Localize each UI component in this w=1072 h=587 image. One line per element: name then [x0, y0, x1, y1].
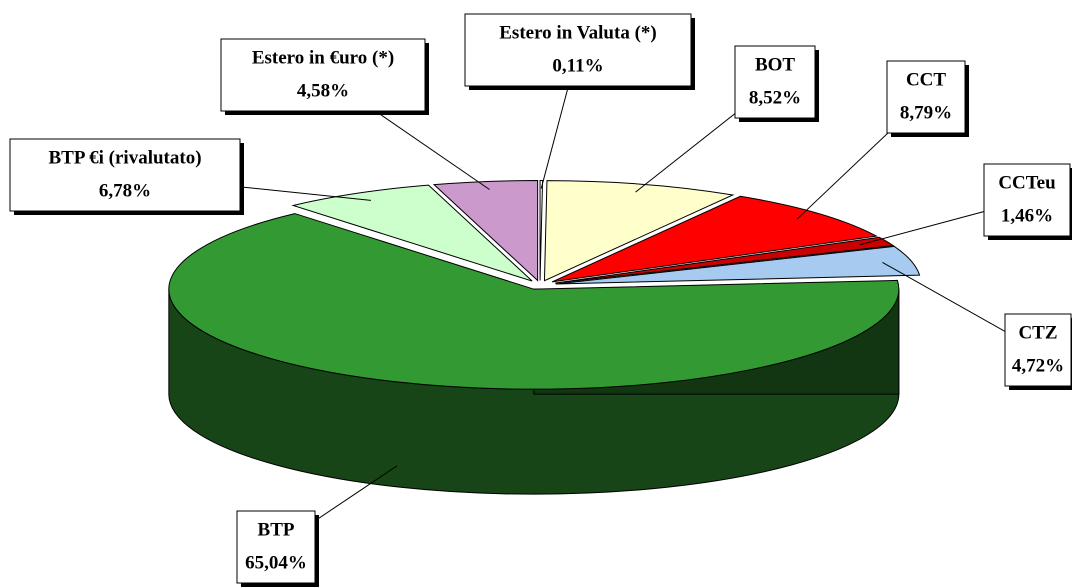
slice: [291, 184, 533, 282]
label-value: 6,78%: [99, 180, 151, 201]
label-value: 8,79%: [900, 102, 952, 123]
slice: [543, 180, 735, 282]
slice-tops: [168, 179, 921, 390]
label-box: [1004, 313, 1072, 387]
slice: [551, 195, 878, 283]
label-category: CTZ: [1018, 322, 1057, 343]
label-box: [9, 138, 241, 212]
label-box: [886, 60, 966, 134]
slice: [539, 179, 544, 281]
label-value: 4,58%: [297, 80, 349, 101]
label-box: [464, 13, 692, 87]
slice: [432, 180, 539, 282]
label-category: Estero in Valuta (*): [499, 22, 656, 43]
label-value: 65,04%: [245, 552, 307, 573]
slice: [554, 236, 895, 284]
label-category: BTP €i (rivalutato): [48, 147, 201, 168]
label-value: 8,52%: [749, 87, 801, 108]
label-category: BTP: [258, 519, 295, 540]
label-category: Estero in €uro (*): [252, 47, 394, 68]
label-box: [220, 38, 426, 112]
slice: [168, 213, 900, 390]
label-box: [983, 163, 1071, 237]
label-box: [734, 45, 816, 119]
label-value: 1,46%: [1001, 205, 1053, 226]
label-category: BOT: [755, 54, 795, 75]
slice: [555, 245, 921, 285]
label-category: CCT: [906, 69, 946, 90]
label-value: 0,11%: [552, 55, 603, 76]
label-category: CCTeu: [998, 172, 1056, 193]
label-value: 4,72%: [1012, 355, 1064, 376]
label-box: [236, 510, 316, 584]
labels: Estero in Valuta (*) 0,11% BOT 8,52% CCT 8,79…: [9, 13, 1072, 587]
